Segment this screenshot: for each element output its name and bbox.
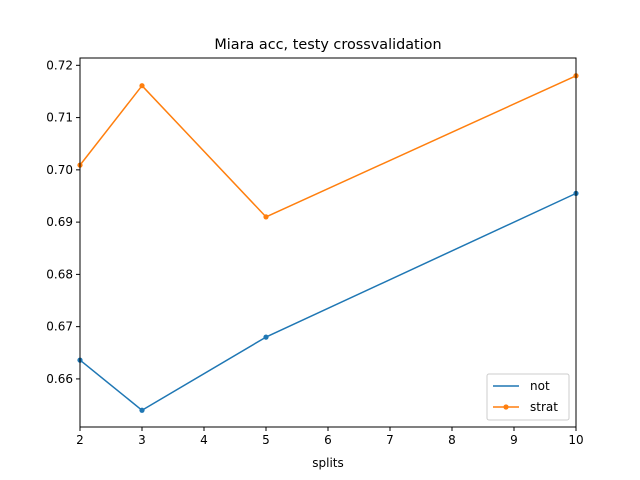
x-tick-label: 8 — [448, 433, 456, 447]
x-tick-label: 9 — [510, 433, 518, 447]
data-point-strat — [263, 214, 269, 220]
x-tick-label: 7 — [386, 433, 394, 447]
series-line-not — [79, 192, 577, 412]
series-line-strat — [79, 75, 577, 218]
x-tick-label: 10 — [568, 433, 583, 447]
legend-label-not: not — [530, 379, 550, 393]
y-axis: 0.66 0.67 0.68 0.69 0.70 0.71 0.72 — [46, 58, 80, 386]
data-point-strat — [139, 83, 145, 89]
data-point-not — [139, 407, 145, 413]
y-tick-label: 0.68 — [46, 267, 73, 281]
y-tick-label: 0.66 — [46, 372, 73, 386]
x-axis-label: splits — [312, 456, 344, 470]
y-tick-label: 0.70 — [46, 163, 73, 177]
x-axis: 2 3 4 5 6 7 8 9 10 — [76, 427, 584, 447]
y-tick-label: 0.71 — [46, 111, 73, 125]
x-tick-label: 6 — [324, 433, 332, 447]
x-tick-label: 5 — [262, 433, 270, 447]
x-tick-label: 2 — [76, 433, 84, 447]
legend-marker-strat — [503, 404, 509, 410]
x-tick-label: 4 — [200, 433, 208, 447]
x-tick-label: 3 — [138, 433, 146, 447]
legend-label-strat: strat — [530, 400, 558, 414]
y-tick-label: 0.72 — [46, 58, 73, 72]
legend: not strat — [486, 373, 570, 421]
series-layer — [77, 73, 579, 413]
chart-title: Miara acc, testy crossvalidation — [214, 37, 441, 53]
y-tick-label: 0.67 — [46, 320, 73, 334]
y-tick-label: 0.69 — [46, 215, 73, 229]
data-point-not — [263, 334, 269, 340]
